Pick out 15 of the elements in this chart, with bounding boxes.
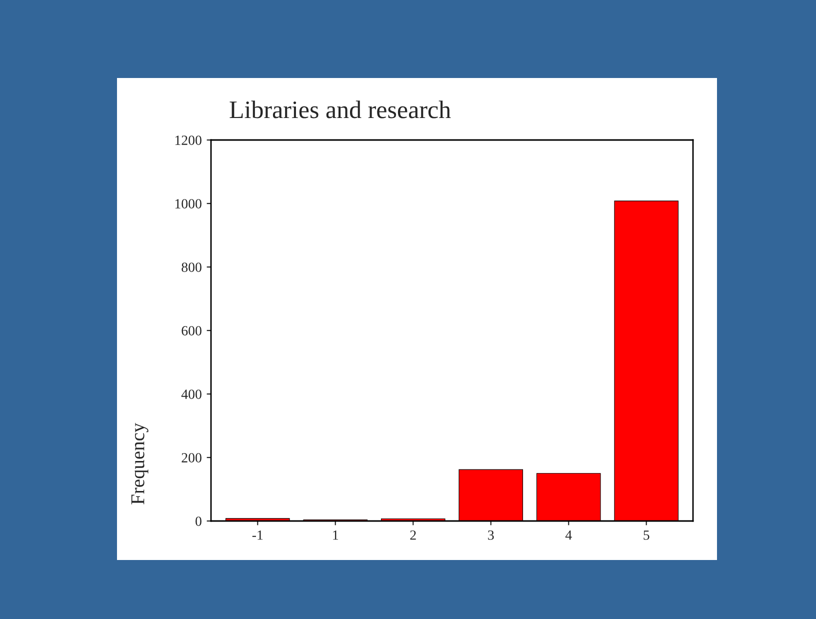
x-tick-label: 5 — [644, 530, 650, 540]
y-tick-label: 600 — [182, 326, 202, 336]
y-tick-label: 1000 — [175, 199, 202, 208]
y-tick-label: 1200 — [175, 136, 202, 145]
x-tick-label: 1 — [333, 530, 338, 540]
x-tick-label: -1 — [252, 530, 263, 540]
y-axis-title: Frequency — [131, 422, 148, 504]
y-tick-label: 200 — [182, 453, 202, 462]
y-tick-label: 400 — [181, 390, 202, 399]
x-tick-label: 3 — [488, 530, 494, 540]
y-tick-label: 800 — [182, 262, 202, 272]
x-tick-label: 2 — [410, 530, 416, 540]
x-tick-label: 4 — [565, 530, 572, 540]
chart-title: Libraries and research — [230, 100, 451, 118]
y-tick-label: 0 — [196, 516, 202, 526]
